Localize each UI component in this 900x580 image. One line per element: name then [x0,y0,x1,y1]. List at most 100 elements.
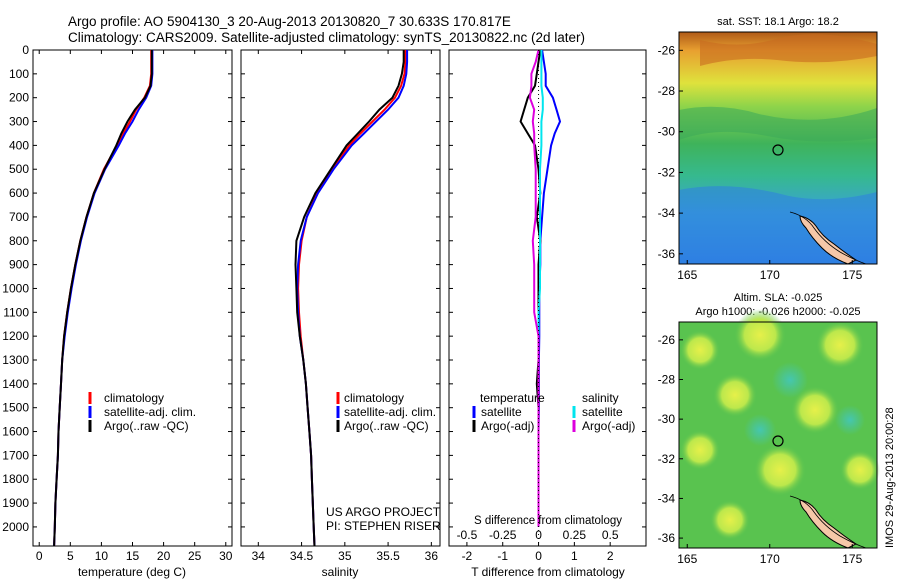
legend-label-satellite: satellite-adj. clim. [104,405,196,419]
salinity-series [294,50,409,547]
map-x-tick-label: 175 [842,268,862,282]
depth-tick-label: 1200 [2,329,29,343]
sla-high-7 [754,444,806,496]
map-y-tick-label: -28 [658,84,676,98]
x-tick-label: -2 [462,549,473,563]
sla-high-6 [680,430,720,470]
x-tick-label: 0 [535,549,542,563]
sla-high-2 [734,309,786,361]
depth-tick-label: 200 [9,91,29,105]
series-line-1 [296,50,409,547]
header-line-2: Climatology: CARS2009. Satellite-adjuste… [68,30,585,45]
map-x-tick-label: 170 [760,268,780,282]
series-line-0 [297,50,407,547]
x-tick-label: 1 [571,549,578,563]
header-line-1: Argo profile: AO 5904130_3 20-Aug-2013 2… [68,14,511,29]
sla-high-1 [680,330,720,370]
sla-map [679,309,880,549]
temperature-legend: climatology satellite-adj. clim. Argo(..… [88,391,196,433]
difference-panel-frame [448,49,647,547]
x-tick-label: 30 [219,549,233,563]
map-x-tick-label: 170 [760,552,780,566]
legend-label-satellite: satellite-adj. clim. [344,405,436,419]
depth-tick-label: 1500 [2,401,29,415]
map-y-tick-label: -26 [658,333,676,347]
legend-label-climatology: climatology [344,391,404,405]
s-tick-label: 0.5 [602,528,619,542]
sla-high-4 [713,373,757,417]
depth-tick-label: 1400 [2,377,29,391]
series-line-2 [294,50,405,547]
sla-map-ticks: 165 170 175 -26 -28 -30 -32 -34 -36 [658,333,863,566]
sst-map-ticks: 165 170 175 -26 -28 -30 -32 -34 -36 [658,43,863,282]
argo-location-marker [772,435,784,447]
salinity-legend: climatology satellite-adj. clim. Argo(..… [336,391,436,433]
map-y-tick-label: -36 [658,247,676,261]
map-y-tick-label: -32 [658,165,676,179]
pi-credit: PI: STEPHEN RISER [326,519,441,533]
x-tick-label: 34 [252,549,266,563]
shelf-contour [789,495,867,549]
map-y-tick-label: -30 [658,412,676,426]
x-tick-label: 34.5 [290,549,314,563]
legend-label-climatology: climatology [104,391,164,405]
project-credit: US ARGO PROJECT [326,505,441,519]
map-x-tick-label: 165 [677,552,697,566]
depth-tick-label: 1100 [3,305,29,319]
sst-map-title: sat. SST: 18.1 Argo: 18.2 [717,16,839,28]
map-y-tick-label: -26 [658,43,676,57]
x-tick-label: -1 [497,549,508,563]
series-line-2 [53,50,153,547]
sla-map-title: Altim. SLA: -0.025 [734,292,823,304]
x-tick-label: 25 [188,549,202,563]
legend-label-argo: Argo(..raw -QC) [344,419,429,433]
sla-high-3 [816,321,864,369]
depth-tick-label: 1900 [2,496,29,510]
map-y-tick-label: -32 [658,452,676,466]
temperature-xlabel: temperature (deg C) [78,565,186,579]
map-y-tick-label: -28 [658,372,676,386]
depth-axis: 0 100 200 300 400 500 600 700 800 900 1000 1100 1200… [2,43,646,534]
depth-tick-label: 1800 [2,472,29,486]
sst-map [679,32,877,265]
depth-tick-label: 1300 [2,353,29,367]
legend-label-t-argo: Argo(-adj) [481,419,534,433]
salinity-panel-frame [240,49,441,547]
depth-tick-label: 900 [9,258,29,272]
legend-label-s-argo: Argo(-adj) [582,419,635,433]
depth-tick-label: 600 [9,186,29,200]
depth-tick-label: 700 [9,210,29,224]
salinity-xlabel: salinity [322,565,359,579]
legend-title-salinity: salinity [582,391,619,405]
sst-warm-patch [700,34,877,66]
depth-tick-label: 1700 [2,448,29,462]
x-tick-label: 20 [157,549,171,563]
legend-label-t-satellite: satellite [481,405,522,419]
s-tick-label: 0.25 [563,528,587,542]
temperature-x-ticks: 0 5 10 15 20 25 30 [36,50,233,563]
depth-tick-label: 1000 [2,281,29,295]
map-x-tick-label: 165 [677,268,697,282]
s-tick-label: 0 [535,528,542,542]
depth-tick-label: 1600 [2,425,29,439]
sla-low-3 [835,405,865,435]
temperature-panel-frame [32,49,233,547]
s-tick-label: -0.25 [489,528,517,542]
argo-location-marker [772,144,784,156]
depth-tick-label: 400 [9,138,29,152]
sst-green-patch [679,106,877,142]
sla-low-1 [772,362,808,398]
depth-tick-label: 800 [9,234,29,248]
diff-series-line-1 [519,49,542,527]
sla-high-9 [710,500,750,540]
shelf-contour [789,211,867,265]
sla-high-8 [840,450,880,490]
sla-low-2 [744,414,776,446]
map-y-tick-label: -36 [658,531,676,545]
difference-series [519,49,562,546]
depth-tick-label: 100 [9,67,29,81]
imos-timestamp: IMOS 29-Aug-2013 20:00:28 [884,407,896,548]
diff-xlabel-top: S difference from climatology [474,515,622,527]
difference-x-ticks: -2 -1 0 1 2 -0.5 -0.25 0 0.25 0.5 [457,528,619,563]
x-tick-label: 10 [95,549,109,563]
